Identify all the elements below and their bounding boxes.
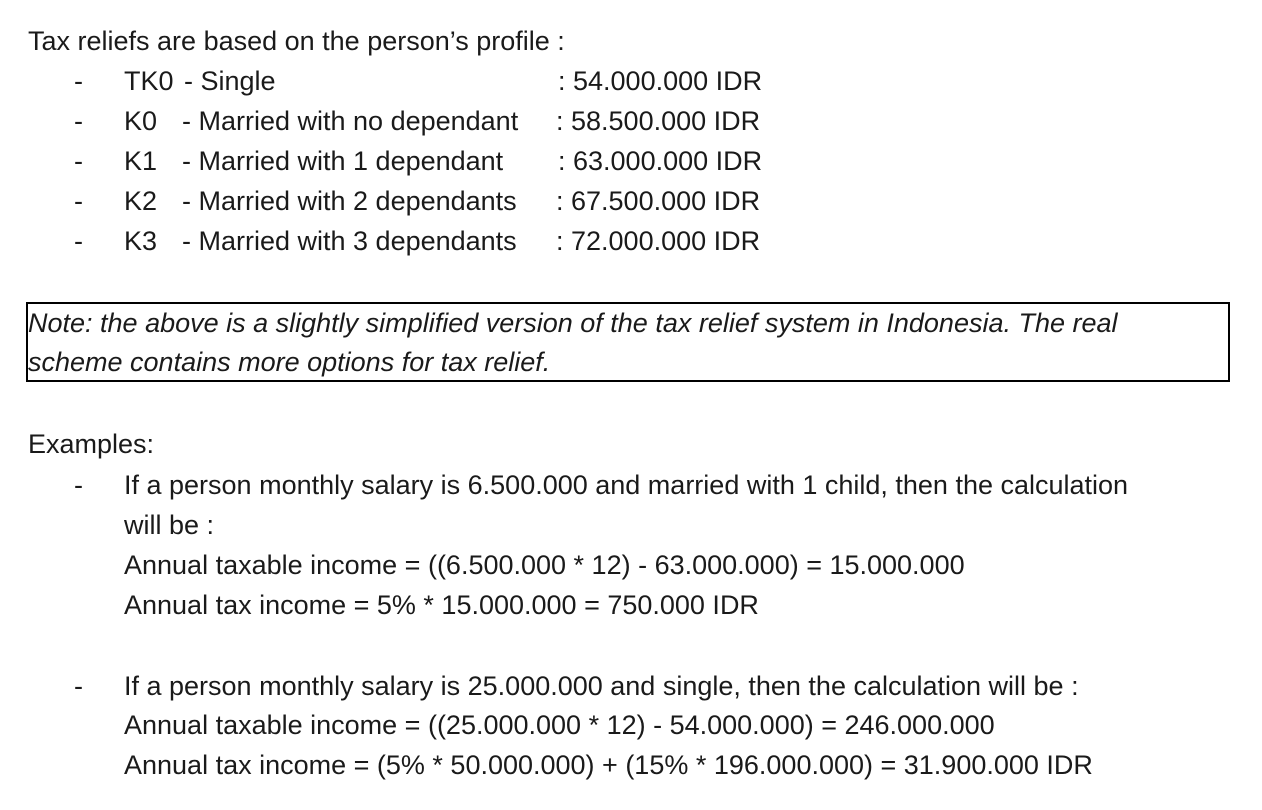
note-line-1: Note: the above is a slightly simplified… — [28, 308, 1118, 338]
relief-code: K2 — [124, 186, 158, 216]
relief-amount: : 63.000.000 IDR — [558, 146, 763, 176]
bullet-dash: - — [74, 470, 83, 500]
relief-amount: : 67.500.000 IDR — [556, 186, 761, 216]
relief-code: K3 — [124, 226, 158, 256]
bullet-dash: - — [74, 226, 83, 256]
relief-amount: : 58.500.000 IDR — [556, 106, 761, 136]
example-line: If a person monthly salary is 6.500.000 … — [124, 470, 1129, 500]
relief-description: - Married with 1 dependant — [182, 146, 504, 176]
intro-text: Tax reliefs are based on the person’s pr… — [28, 26, 565, 56]
bullet-dash: - — [74, 146, 83, 176]
examples-heading: Examples: — [28, 429, 155, 459]
bullet-dash: - — [74, 186, 83, 216]
relief-description: - Married with 2 dependants — [182, 186, 517, 216]
bullet-dash: - — [74, 106, 83, 136]
relief-description: - Married with 3 dependants — [182, 226, 517, 256]
example-line: Annual tax income = (5% * 50.000.000) + … — [124, 750, 1093, 780]
relief-amount: : 72.000.000 IDR — [556, 226, 761, 256]
relief-code: K1 — [124, 146, 158, 176]
example-line: Annual taxable income = ((25.000.000 * 1… — [124, 710, 995, 740]
example-line: Annual tax income = 5% * 15.000.000 = 75… — [124, 590, 759, 620]
relief-description: - Single — [184, 66, 276, 96]
relief-amount: : 54.000.000 IDR — [558, 66, 763, 96]
bullet-dash: - — [74, 671, 83, 701]
note-line-2: scheme contains more options for tax rel… — [28, 347, 551, 377]
note-box — [26, 302, 1230, 382]
example-line: Annual taxable income = ((6.500.000 * 12… — [124, 550, 965, 580]
bullet-dash: - — [74, 66, 83, 96]
relief-description: - Married with no dependant — [182, 106, 519, 136]
example-line: If a person monthly salary is 25.000.000… — [124, 671, 1079, 701]
example-line: will be : — [124, 510, 215, 540]
relief-code: K0 — [124, 106, 158, 136]
relief-code: TK0 — [124, 66, 174, 96]
